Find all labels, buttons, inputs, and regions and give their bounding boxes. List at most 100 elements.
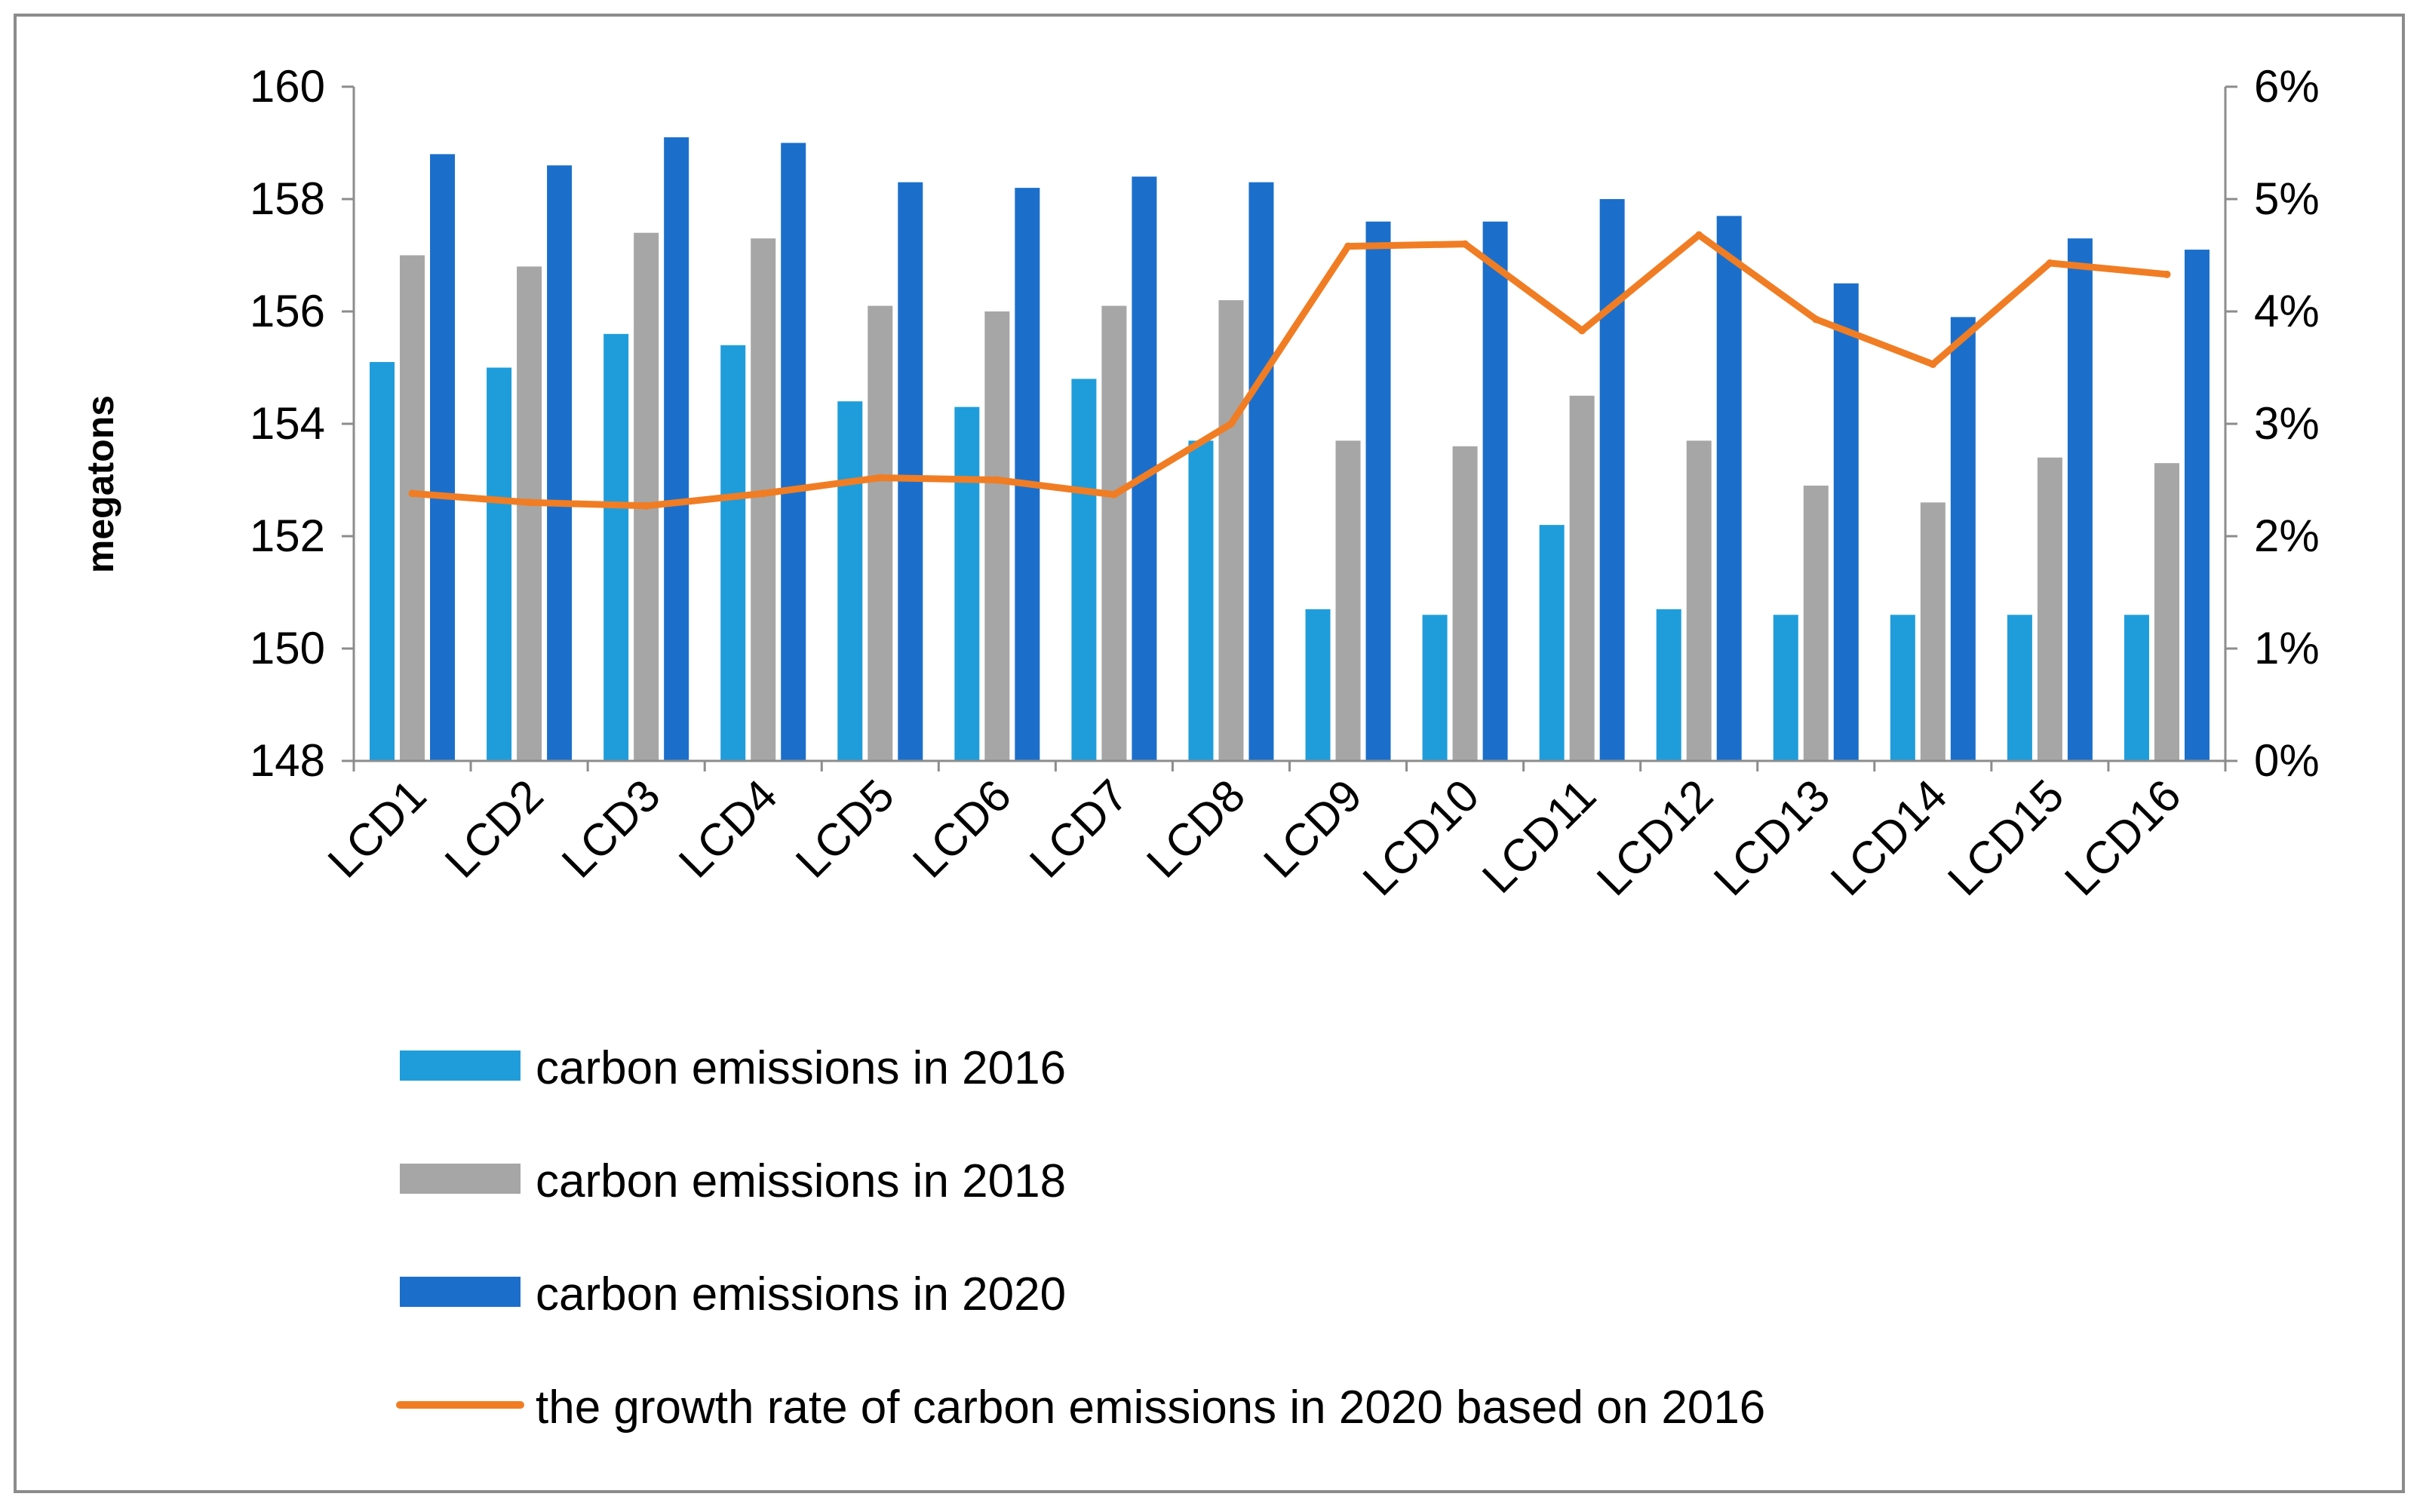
bar-carbon-emissions-in-2016-lcd3 bbox=[603, 333, 629, 761]
y-tick-label: 160 bbox=[250, 61, 325, 112]
bar-carbon-emissions-in-2016-lcd14 bbox=[1890, 615, 1915, 761]
growth-rate-point-lcd9 bbox=[1344, 242, 1353, 250]
bar-carbon-emissions-in-2016-lcd12 bbox=[1656, 609, 1681, 761]
legend-item: carbon emissions in 2020 bbox=[400, 1268, 1066, 1320]
bar-carbon-emissions-in-2018-lcd5 bbox=[868, 305, 893, 761]
y-axis-label: megatons bbox=[79, 395, 121, 573]
bar-carbon-emissions-in-2020-lcd9 bbox=[1365, 221, 1391, 761]
legend-label: the growth rate of carbon emissions in 2… bbox=[536, 1382, 1765, 1434]
bars-layer bbox=[370, 137, 2210, 762]
y2-tick-label: 1% bbox=[2254, 623, 2320, 673]
y2-tick-label: 4% bbox=[2254, 286, 2320, 336]
bar-carbon-emissions-in-2020-lcd5 bbox=[898, 182, 923, 761]
bar-carbon-emissions-in-2016-lcd15 bbox=[2007, 615, 2032, 761]
bar-carbon-emissions-in-2018-lcd7 bbox=[1101, 305, 1127, 761]
legend-item: the growth rate of carbon emissions in 2… bbox=[396, 1382, 1765, 1434]
bar-carbon-emissions-in-2020-lcd12 bbox=[1716, 216, 1742, 762]
bar-carbon-emissions-in-2016-lcd9 bbox=[1305, 609, 1331, 761]
bar-carbon-emissions-in-2020-lcd15 bbox=[2067, 238, 2093, 761]
y-tick-label: 152 bbox=[250, 511, 325, 561]
x-tick-label: LCD14 bbox=[1821, 770, 1956, 905]
growth-rate-point-lcd14 bbox=[1929, 360, 1937, 369]
bar-carbon-emissions-in-2016-lcd4 bbox=[720, 345, 746, 761]
growth-rate-point-lcd13 bbox=[1812, 315, 1820, 324]
y2-tick-label: 0% bbox=[2254, 735, 2320, 786]
x-tick-label: LCD3 bbox=[552, 770, 670, 888]
bar-carbon-emissions-in-2018-lcd9 bbox=[1335, 440, 1361, 761]
x-tick-label: LCD4 bbox=[669, 770, 787, 888]
y-tick-label: 156 bbox=[250, 286, 325, 336]
bar-carbon-emissions-in-2018-lcd12 bbox=[1686, 440, 1712, 761]
bar-carbon-emissions-in-2020-lcd6 bbox=[1015, 188, 1040, 762]
bar-carbon-emissions-in-2016-lcd5 bbox=[837, 401, 863, 761]
bar-carbon-emissions-in-2018-lcd15 bbox=[2037, 457, 2062, 761]
axes bbox=[342, 85, 2237, 771]
growth-rate-point-lcd12 bbox=[1695, 231, 1703, 239]
x-tick-label: LCD7 bbox=[1020, 770, 1138, 888]
bar-carbon-emissions-in-2018-lcd8 bbox=[1218, 300, 1244, 762]
bar-carbon-emissions-in-2018-lcd6 bbox=[984, 311, 1010, 761]
bar-carbon-emissions-in-2018-lcd14 bbox=[1920, 502, 1945, 761]
legend-label: carbon emissions in 2020 bbox=[536, 1268, 1066, 1320]
y-tick-label: 158 bbox=[250, 173, 325, 224]
x-tick-label: LCD16 bbox=[2055, 770, 2190, 905]
bar-carbon-emissions-in-2020-lcd1 bbox=[430, 154, 456, 761]
x-tick-label: LCD13 bbox=[1704, 770, 1839, 905]
bar-carbon-emissions-in-2016-lcd1 bbox=[370, 362, 395, 761]
growth-rate-point-lcd8 bbox=[1227, 420, 1235, 428]
legend-swatch bbox=[400, 1277, 521, 1307]
bar-carbon-emissions-in-2018-lcd3 bbox=[634, 232, 659, 761]
legend-swatch bbox=[400, 1164, 521, 1194]
bar-carbon-emissions-in-2020-lcd4 bbox=[781, 143, 806, 761]
growth-rate-point-lcd7 bbox=[1110, 490, 1118, 498]
y-tick-label: 150 bbox=[250, 623, 325, 673]
x-tick-label: LCD12 bbox=[1587, 770, 1722, 905]
bar-carbon-emissions-in-2016-lcd13 bbox=[1773, 615, 1798, 761]
legend-swatch bbox=[400, 1050, 521, 1081]
growth-rate-point-lcd11 bbox=[1578, 327, 1586, 335]
x-tick-label: LCD1 bbox=[318, 770, 436, 888]
x-tick-label: LCD2 bbox=[435, 770, 553, 888]
bar-carbon-emissions-in-2016-lcd8 bbox=[1188, 440, 1214, 761]
bar-carbon-emissions-in-2020-lcd13 bbox=[1833, 283, 1859, 761]
bar-carbon-emissions-in-2020-lcd11 bbox=[1599, 199, 1625, 761]
bar-carbon-emissions-in-2018-lcd1 bbox=[400, 255, 425, 761]
y2-tick-label: 2% bbox=[2254, 511, 2320, 561]
bar-carbon-emissions-in-2020-lcd10 bbox=[1482, 221, 1508, 761]
y2-tick-label: 5% bbox=[2254, 173, 2320, 224]
bar-carbon-emissions-in-2018-lcd13 bbox=[1803, 485, 1829, 761]
growth-rate-point-lcd6 bbox=[993, 476, 1001, 484]
growth-rate-point-lcd5 bbox=[876, 474, 884, 482]
growth-rate-point-lcd3 bbox=[642, 501, 650, 510]
growth-rate-line-layer bbox=[408, 231, 2171, 510]
growth-rate-point-lcd1 bbox=[408, 489, 416, 498]
legend-label: carbon emissions in 2018 bbox=[536, 1155, 1066, 1207]
x-tick-label: LCD5 bbox=[786, 770, 904, 888]
chart-frame: 148 150 152 154 156 158 160 0% 1% 2% 3% 4% 5% 6% LCD1 L… bbox=[14, 14, 2405, 1493]
y-tick-label: 154 bbox=[250, 398, 325, 449]
y2-tick-label: 6% bbox=[2254, 61, 2320, 112]
bar-carbon-emissions-in-2018-lcd4 bbox=[751, 238, 776, 761]
bar-carbon-emissions-in-2018-lcd16 bbox=[2154, 463, 2179, 761]
bar-carbon-emissions-in-2020-lcd16 bbox=[2184, 250, 2210, 761]
bar-carbon-emissions-in-2016-lcd6 bbox=[954, 406, 980, 761]
growth-rate-point-lcd2 bbox=[525, 498, 533, 507]
x-tick-label: LCD15 bbox=[1938, 770, 2073, 905]
bar-carbon-emissions-in-2020-lcd8 bbox=[1248, 182, 1274, 761]
x-tick-label: LCD8 bbox=[1137, 770, 1254, 888]
legend-label: carbon emissions in 2016 bbox=[536, 1042, 1066, 1094]
legend-item: carbon emissions in 2016 bbox=[400, 1042, 1066, 1094]
growth-rate-line bbox=[409, 232, 2170, 510]
bar-carbon-emissions-in-2018-lcd10 bbox=[1452, 446, 1478, 761]
growth-rate-point-lcd16 bbox=[2163, 270, 2171, 278]
bar-carbon-emissions-in-2020-lcd2 bbox=[547, 165, 573, 762]
x-tick-label: LCD11 bbox=[1473, 770, 1605, 903]
bar-carbon-emissions-in-2020-lcd14 bbox=[1950, 317, 1976, 761]
bar-carbon-emissions-in-2016-lcd11 bbox=[1539, 525, 1565, 761]
growth-rate-point-lcd10 bbox=[1461, 240, 1469, 248]
bar-carbon-emissions-in-2018-lcd11 bbox=[1569, 395, 1595, 761]
x-tick-label: LCD10 bbox=[1353, 770, 1488, 905]
bar-carbon-emissions-in-2018-lcd2 bbox=[517, 266, 542, 761]
y-tick-label: 148 bbox=[250, 735, 325, 786]
